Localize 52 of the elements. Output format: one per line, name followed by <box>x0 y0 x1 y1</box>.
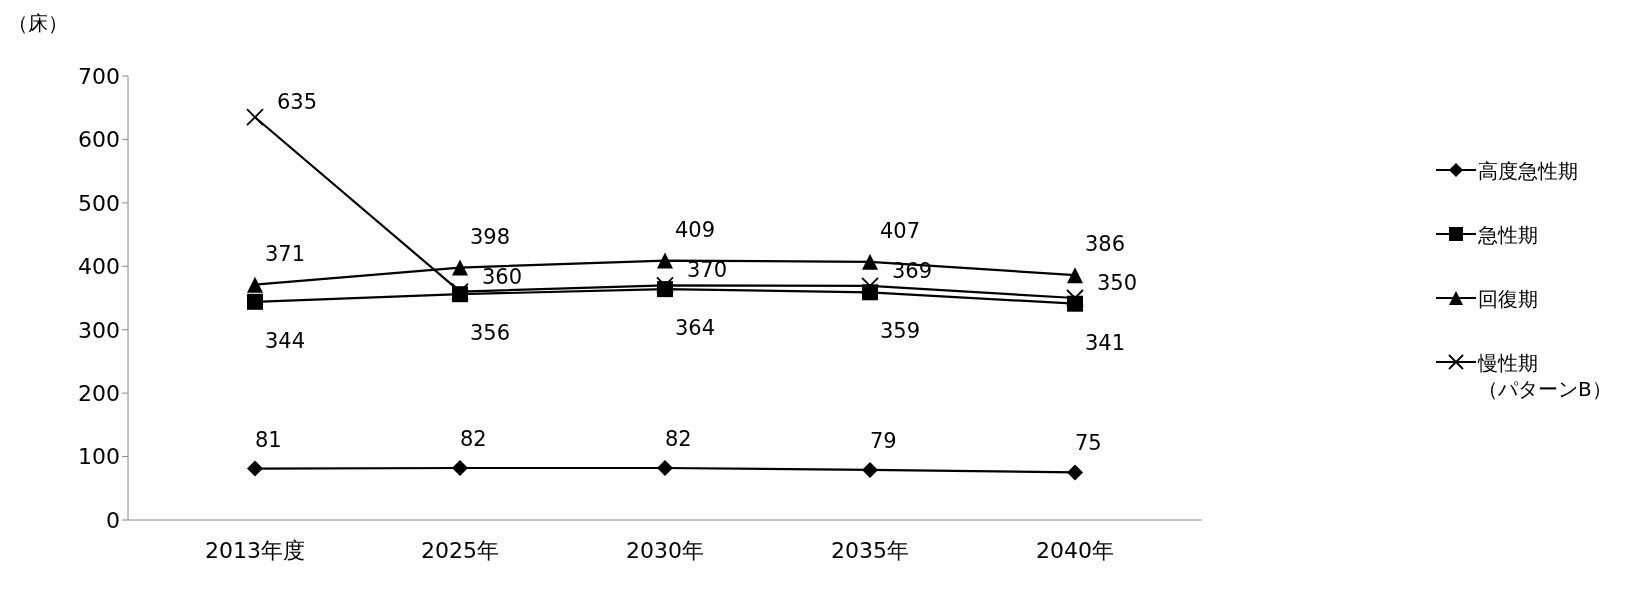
legend-label: 高度急性期 <box>1478 158 1578 184</box>
point <box>862 461 878 478</box>
point <box>247 460 263 477</box>
point <box>657 459 673 476</box>
y-tick-label: 600 <box>78 127 120 153</box>
y-tick-label: 300 <box>78 317 120 343</box>
data-label: 82 <box>460 426 487 451</box>
point <box>657 252 673 269</box>
x-tick-label: 2030年 <box>626 537 704 563</box>
data-label: 341 <box>1085 330 1126 355</box>
data-label: 75 <box>1075 431 1102 456</box>
point <box>1066 289 1084 307</box>
data-label: 350 <box>1097 271 1138 295</box>
point <box>1067 267 1083 284</box>
point <box>861 277 879 295</box>
y-tick-label: 200 <box>78 380 120 406</box>
data-label: 360 <box>482 264 523 289</box>
data-label: 359 <box>880 319 921 344</box>
point <box>247 276 263 293</box>
point <box>451 282 469 301</box>
data-label: 82 <box>665 426 692 451</box>
data-label: 81 <box>255 427 282 452</box>
x-tick-label: 2025年 <box>421 537 499 563</box>
data-label: 398 <box>470 224 511 249</box>
y-axis-title: （床） <box>8 10 68 37</box>
legend-label: 慢性期（パターンB） <box>1478 350 1612 402</box>
point <box>862 253 878 270</box>
point <box>452 459 468 476</box>
x-tick-label: 2013年度 <box>205 537 305 563</box>
data-label: 356 <box>470 321 511 346</box>
data-label: 407 <box>880 218 921 243</box>
x-tick-label: 2040年 <box>1036 537 1114 563</box>
y-tick-label: 0 <box>106 507 120 533</box>
data-label: 79 <box>870 428 897 453</box>
legend-label: 急性期 <box>1478 222 1538 248</box>
legend-label: 回復期 <box>1478 286 1538 312</box>
point <box>656 276 674 295</box>
y-tick-label: 100 <box>78 444 120 470</box>
data-label: 409 <box>675 217 716 242</box>
y-tick-label: 500 <box>78 190 120 216</box>
y-tick-label: 400 <box>78 254 120 280</box>
x-tick-label: 2035年 <box>831 537 909 563</box>
y-tick-label: 700 <box>78 63 120 89</box>
data-label: 386 <box>1085 232 1126 257</box>
data-label: 344 <box>265 328 306 353</box>
data-label: 364 <box>675 316 716 341</box>
point <box>1067 464 1083 481</box>
point <box>246 108 264 127</box>
data-label: 371 <box>265 241 306 266</box>
point <box>247 293 263 310</box>
data-label: 635 <box>277 90 318 115</box>
point <box>452 259 468 276</box>
